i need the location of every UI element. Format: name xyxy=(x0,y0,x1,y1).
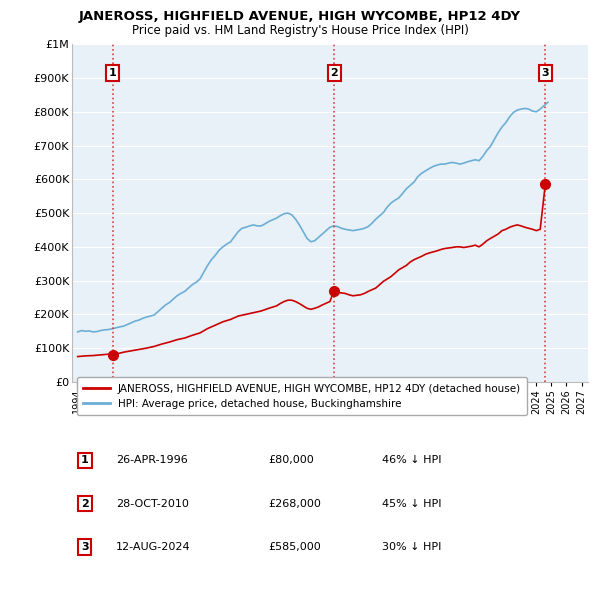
Text: 26-APR-1996: 26-APR-1996 xyxy=(116,455,188,466)
Text: JANEROSS, HIGHFIELD AVENUE, HIGH WYCOMBE, HP12 4DY: JANEROSS, HIGHFIELD AVENUE, HIGH WYCOMBE… xyxy=(79,10,521,23)
Text: 2: 2 xyxy=(331,68,338,78)
Text: 1: 1 xyxy=(81,455,89,466)
Text: 1: 1 xyxy=(109,68,116,78)
Legend: JANEROSS, HIGHFIELD AVENUE, HIGH WYCOMBE, HP12 4DY (detached house), HPI: Averag: JANEROSS, HIGHFIELD AVENUE, HIGH WYCOMBE… xyxy=(77,377,527,415)
Text: 12-AUG-2024: 12-AUG-2024 xyxy=(116,542,190,552)
Text: 3: 3 xyxy=(81,542,89,552)
Text: 30% ↓ HPI: 30% ↓ HPI xyxy=(382,542,441,552)
Text: 3: 3 xyxy=(541,68,549,78)
Text: 28-OCT-2010: 28-OCT-2010 xyxy=(116,499,189,509)
Text: Price paid vs. HM Land Registry's House Price Index (HPI): Price paid vs. HM Land Registry's House … xyxy=(131,24,469,37)
Text: £80,000: £80,000 xyxy=(268,455,314,466)
Text: £585,000: £585,000 xyxy=(268,542,321,552)
Text: £268,000: £268,000 xyxy=(268,499,321,509)
Text: 2: 2 xyxy=(81,499,89,509)
Text: 45% ↓ HPI: 45% ↓ HPI xyxy=(382,499,441,509)
Text: 46% ↓ HPI: 46% ↓ HPI xyxy=(382,455,441,466)
